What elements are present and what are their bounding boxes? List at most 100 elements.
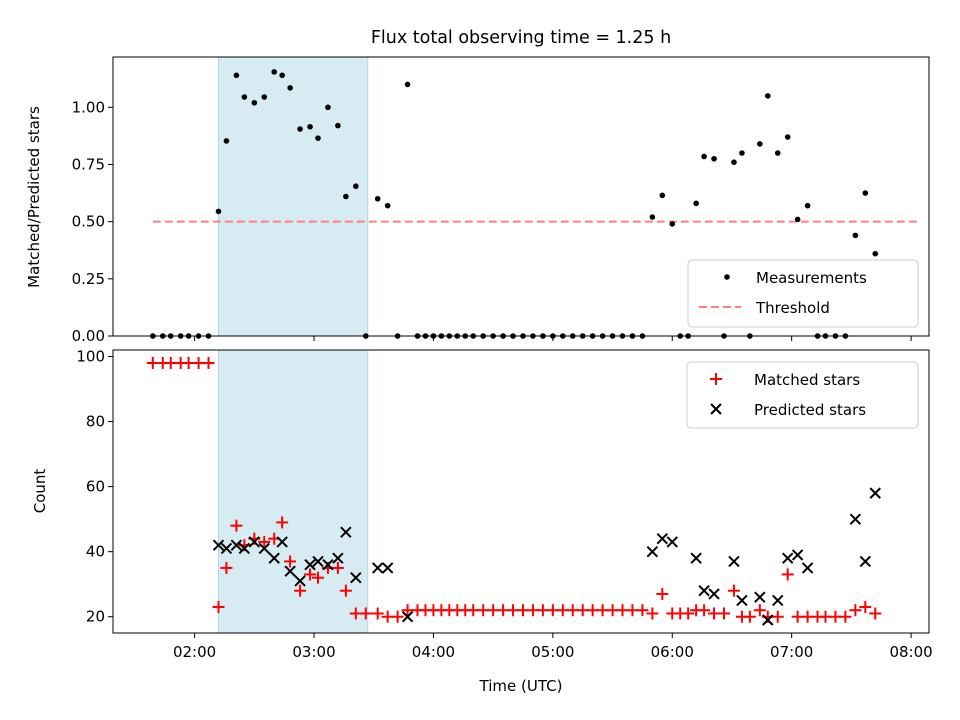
- bottom-xlabel: Time (UTC): [479, 677, 563, 695]
- top-panel: 0.00 0.25 0.50 0.75 1.00 Matched/Predicted s…: [25, 56, 930, 345]
- measurement-point: [757, 141, 763, 147]
- predicted-point: [230, 539, 243, 551]
- matched-point: [753, 604, 766, 617]
- top-ytick-label: 0.50: [72, 213, 105, 231]
- predicted-point: [859, 555, 872, 568]
- matched-point: [682, 607, 695, 620]
- top-x-ticks: [194, 336, 912, 341]
- predicted-point: [322, 558, 334, 571]
- measurement-point: [279, 72, 285, 79]
- bottom-ytick-label: 60: [86, 478, 105, 496]
- matched-point: [331, 561, 344, 574]
- predicted-point: [220, 542, 233, 555]
- predicted-point: [258, 542, 270, 555]
- predicted-point: [869, 487, 881, 499]
- predicted-point: [381, 562, 394, 574]
- predicted-point: [849, 513, 862, 525]
- predicted-point: [708, 588, 720, 600]
- matched-point: [294, 584, 307, 597]
- legend-predicted-marker: [710, 403, 722, 415]
- predicted-point: [666, 536, 678, 548]
- measurement-point: [774, 150, 781, 156]
- measurement-point: [287, 85, 293, 91]
- measurement-point: [297, 126, 303, 132]
- measurement-point: [764, 93, 771, 99]
- bottom-ytick-label: 20: [86, 608, 105, 626]
- measurement-point: [384, 202, 391, 209]
- measurement-point: [404, 81, 411, 88]
- bottom-axes-frame: [112, 349, 930, 634]
- legend-measurements-label: Measurements: [756, 269, 867, 287]
- measurement-point: [669, 221, 676, 227]
- matched-point: [258, 535, 271, 548]
- top-axes-frame: [112, 56, 930, 337]
- measurement-point: [223, 138, 230, 144]
- measurement-point: [343, 193, 349, 200]
- measurement-point: [739, 150, 745, 156]
- predicted-point: [340, 526, 352, 538]
- top-ytick-label: 0.75: [72, 155, 105, 173]
- predicted-point: [238, 542, 251, 555]
- measurement-point: [335, 122, 341, 129]
- legend-threshold-label: Threshold: [755, 299, 830, 317]
- measurement-point: [353, 183, 359, 190]
- bottom-xtick-label: 04:00: [412, 643, 455, 661]
- matched-point: [339, 584, 352, 597]
- bottom-legend-box: [686, 361, 919, 429]
- matched-point: [718, 607, 731, 620]
- predicted-point: [248, 536, 261, 548]
- matched-point: [849, 604, 862, 617]
- measurement-point: [693, 200, 699, 207]
- matched-point: [276, 516, 289, 529]
- predicted-point: [401, 611, 414, 623]
- measurement-point: [374, 195, 381, 202]
- measurement-point: [241, 94, 248, 100]
- predicted-point: [656, 532, 669, 545]
- bottom-xtick-label: 05:00: [531, 643, 574, 661]
- legend-matched-marker: [710, 373, 722, 385]
- matched-point: [202, 357, 215, 370]
- predicted-point: [728, 555, 740, 568]
- predicted-point: [736, 594, 748, 607]
- top-legend-box: [687, 259, 919, 328]
- measurement-point: [659, 192, 666, 199]
- measurement-point: [271, 69, 278, 75]
- bottom-predicted-points: [212, 487, 881, 626]
- bottom-ytick-label: 100: [76, 348, 105, 366]
- matched-point: [230, 519, 243, 532]
- matched-point: [371, 607, 384, 620]
- matched-point: [743, 610, 756, 623]
- predicted-point: [276, 536, 288, 548]
- predicted-point: [781, 552, 794, 564]
- predicted-point: [698, 585, 710, 597]
- bottom-ylabel: Count: [31, 469, 49, 514]
- predicted-point: [690, 552, 702, 564]
- matched-point: [727, 584, 740, 597]
- bottom-legend: Matched stars Predicted stars: [686, 361, 919, 429]
- bottom-xtick-label: 02:00: [173, 643, 216, 661]
- predicted-point: [294, 575, 306, 587]
- matched-point: [391, 610, 404, 623]
- matched-point: [698, 604, 711, 617]
- predicted-point: [284, 565, 296, 577]
- top-ylabel: Matched/Predicted stars: [25, 106, 43, 288]
- bottom-xtick-label: 06:00: [651, 643, 694, 661]
- predicted-point: [268, 552, 280, 564]
- matched-point: [304, 568, 317, 581]
- top-legend: Measurements Threshold: [687, 259, 919, 328]
- predicted-point: [754, 591, 766, 603]
- measurement-point: [649, 214, 656, 220]
- bottom-panel: 20 40 60 80 100 02:00 03:00 04:00 05:00 06:00 07:…: [31, 348, 933, 695]
- top-ytick-label: 1.00: [72, 98, 105, 116]
- chart-title: Flux total observing time = 1.25 h: [371, 28, 671, 48]
- measurement-point: [794, 216, 801, 223]
- measurement-point: [233, 72, 240, 79]
- matched-point: [636, 604, 649, 617]
- predicted-point: [212, 539, 225, 551]
- measurement-point: [852, 232, 859, 239]
- legend-matched-label: Matched stars: [754, 371, 860, 389]
- matched-point: [220, 561, 233, 574]
- bottom-xtick-label: 03:00: [292, 643, 335, 661]
- measurement-point: [804, 202, 811, 209]
